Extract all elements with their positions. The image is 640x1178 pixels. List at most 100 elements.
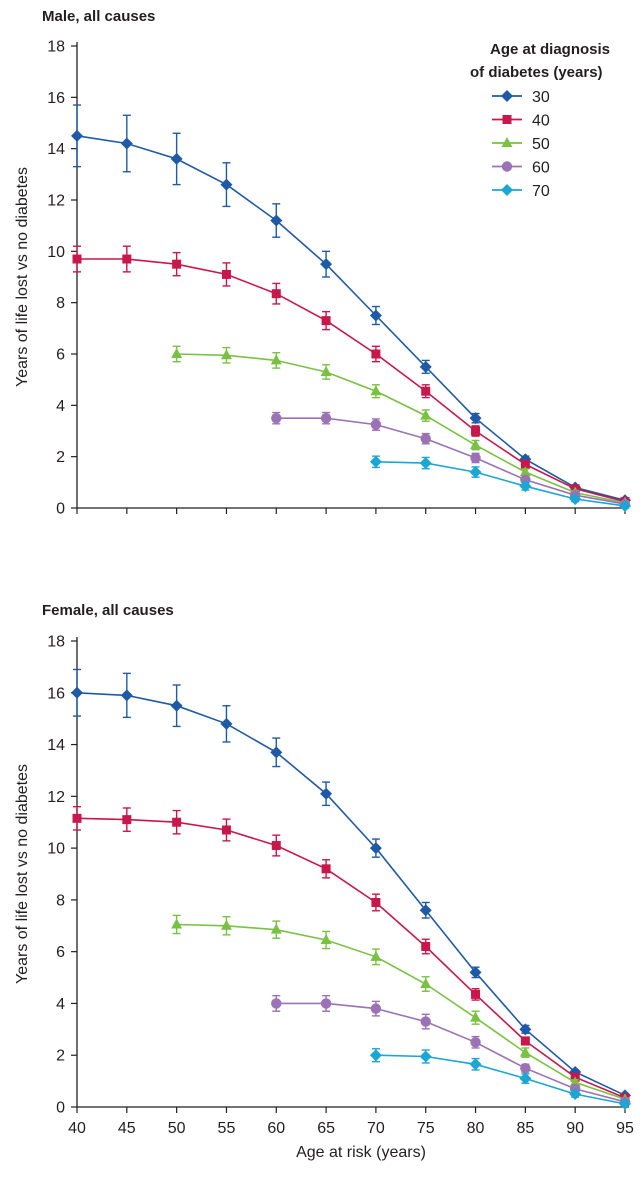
x-tick-label: 60 xyxy=(267,1120,285,1137)
series-30 xyxy=(71,668,631,1102)
data-point xyxy=(419,1050,432,1063)
data-point xyxy=(469,466,482,479)
y-tick-label: 4 xyxy=(56,398,65,415)
data-point xyxy=(519,1023,532,1036)
series-line-40 xyxy=(77,258,626,503)
data-point xyxy=(369,1049,382,1062)
data-point xyxy=(419,904,432,917)
y-tick-label: 0 xyxy=(56,501,65,518)
data-point xyxy=(220,919,232,930)
data-point xyxy=(470,439,482,450)
x-tick-label: 80 xyxy=(467,1120,485,1137)
legend-marker xyxy=(501,90,513,102)
data-point xyxy=(471,426,481,436)
data-point xyxy=(420,978,432,989)
data-point xyxy=(120,137,133,150)
data-point xyxy=(420,1016,431,1027)
data-point xyxy=(320,365,332,376)
data-point xyxy=(520,1062,531,1074)
legend-entry-70: 70 xyxy=(492,183,550,200)
chart-title: Female, all causes xyxy=(42,602,174,619)
y-tick-label: 18 xyxy=(47,634,65,651)
y-tick-label: 10 xyxy=(47,841,65,858)
x-tick-label: 75 xyxy=(417,1120,435,1137)
data-point xyxy=(120,689,133,702)
data-point xyxy=(369,842,382,855)
data-point xyxy=(72,254,82,264)
data-point xyxy=(270,214,283,227)
data-point xyxy=(520,1036,530,1046)
series-line-40 xyxy=(76,817,626,1099)
data-point xyxy=(569,1088,582,1101)
y-tick-label: 6 xyxy=(56,347,65,364)
y-tick-label: 18 xyxy=(47,39,65,56)
data-point xyxy=(321,864,331,874)
x-tick-label: 85 xyxy=(516,1120,534,1137)
legend-entry-40: 40 xyxy=(492,113,550,130)
x-axis-label: Age at risk (years) xyxy=(296,1144,426,1161)
series-60 xyxy=(271,994,631,1108)
series-line-60 xyxy=(276,1002,626,1103)
data-point xyxy=(71,129,83,142)
y-tick-label: 2 xyxy=(56,449,65,466)
data-point xyxy=(519,1072,532,1085)
legend-label: 30 xyxy=(532,89,550,106)
y-tick-label: 12 xyxy=(47,789,65,806)
data-point xyxy=(470,1037,481,1048)
data-point xyxy=(369,309,382,322)
data-point xyxy=(469,966,482,979)
data-point xyxy=(172,817,182,827)
series-70 xyxy=(369,1048,631,1110)
series-line-50 xyxy=(176,923,626,1100)
data-point xyxy=(271,289,281,299)
data-point xyxy=(270,354,282,365)
data-point xyxy=(370,385,382,396)
data-point xyxy=(370,419,382,430)
chart-title: Male, all causes xyxy=(42,8,155,25)
data-point xyxy=(321,316,331,326)
data-point xyxy=(370,950,382,961)
data-point xyxy=(420,409,432,420)
data-point xyxy=(122,815,132,825)
y-tick-label: 16 xyxy=(47,90,65,107)
data-point xyxy=(470,1011,482,1022)
series-50 xyxy=(171,345,631,507)
legend-title-line2: of diabetes (years) xyxy=(470,64,603,81)
male-chart-panel: Male, all causes 0 2 4 6 8 10 12 14 16 18 Years of … xyxy=(14,8,631,518)
data-point xyxy=(220,717,233,730)
data-point xyxy=(271,841,281,851)
data-point xyxy=(619,499,631,512)
data-point xyxy=(221,269,231,279)
series-line-70 xyxy=(375,1054,626,1105)
legend-entry-60: 60 xyxy=(492,160,550,177)
data-point xyxy=(170,699,183,712)
legend-marker xyxy=(501,161,513,172)
data-point xyxy=(170,152,183,165)
data-point xyxy=(320,934,332,945)
data-point xyxy=(469,1058,482,1071)
data-point xyxy=(171,348,183,358)
data-point xyxy=(320,998,332,1009)
series-50 xyxy=(171,914,631,1104)
data-point xyxy=(371,349,381,359)
y-tick-label: 10 xyxy=(47,244,65,261)
y-tick-label: 0 xyxy=(56,1100,65,1117)
data-point xyxy=(419,457,432,470)
series-line-60 xyxy=(276,417,626,505)
data-point xyxy=(369,455,382,468)
y-tick-label: 8 xyxy=(56,295,65,312)
data-point xyxy=(619,1097,631,1110)
data-point xyxy=(171,918,183,929)
x-tick-label: 65 xyxy=(317,1120,335,1137)
y-tick-label: 14 xyxy=(47,737,65,754)
data-point xyxy=(320,412,332,424)
legend-title-line1: Age at diagnosis xyxy=(490,41,610,58)
x-tick-label: 45 xyxy=(118,1120,136,1137)
data-point xyxy=(421,386,431,396)
series-line-50 xyxy=(176,353,626,504)
data-point xyxy=(469,412,482,425)
female-chart-panel: Female, all causes 0 2 4 6 8 10 12 14 16 18 40 45 50 5… xyxy=(14,602,634,1161)
data-point xyxy=(220,178,233,191)
data-point xyxy=(519,480,532,493)
x-tick-label: 40 xyxy=(68,1120,86,1137)
